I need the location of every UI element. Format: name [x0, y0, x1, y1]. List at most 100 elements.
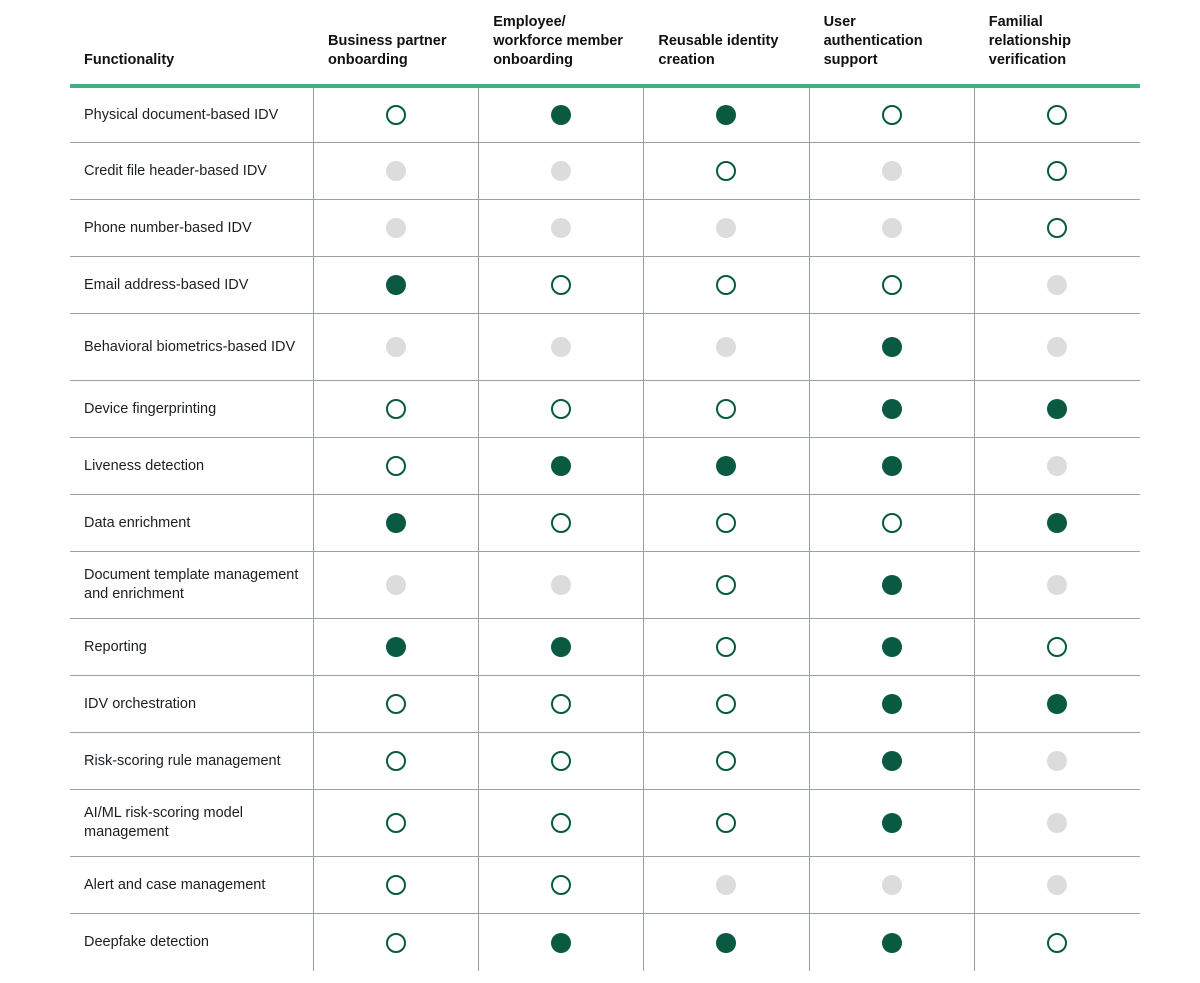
column-header-functionality: Functionality [84, 52, 175, 68]
outline-circle-icon [716, 399, 737, 419]
column-header-business-partner: Business partner onboarding [328, 33, 447, 68]
table-row: Physical document-based IDV [70, 88, 1140, 143]
row-label: Liveness detection [84, 457, 205, 474]
gray-circle-icon [881, 161, 902, 181]
rating-cell [810, 619, 975, 675]
header-row: Functionality Business partner onboardin… [70, 0, 1140, 88]
row-label-cell: Behavioral biometrics-based IDV [70, 314, 314, 380]
rating-cell [314, 733, 480, 789]
rating-cell [810, 676, 975, 732]
gray-circle-icon [881, 218, 902, 238]
table-row: AI/ML risk-scoring model management [70, 790, 1140, 857]
rating-cell [314, 200, 480, 256]
row-label-cell: AI/ML risk-scoring model management [70, 790, 314, 856]
outline-circle-icon [716, 813, 737, 833]
rating-cell [644, 790, 810, 856]
outline-circle-icon [386, 399, 407, 419]
rating-cell [479, 914, 645, 971]
rating-cell [975, 143, 1140, 199]
outline-circle-icon [386, 105, 407, 125]
rating-cell [810, 438, 975, 494]
rating-cell [644, 200, 810, 256]
outline-circle-icon [551, 513, 572, 533]
rating-cell [479, 381, 645, 437]
rating-cell [314, 857, 480, 913]
row-label: Reporting [84, 638, 147, 655]
rating-cell [644, 552, 810, 618]
rating-cell [479, 200, 645, 256]
rating-cell [644, 857, 810, 913]
rating-cell [644, 438, 810, 494]
rating-cell [810, 88, 975, 142]
outline-circle-icon [716, 637, 737, 657]
rating-cell [975, 381, 1140, 437]
rating-cell [975, 857, 1140, 913]
row-label: Document template management and enrichm… [84, 567, 299, 602]
rating-cell [479, 143, 645, 199]
outline-circle-icon [1047, 105, 1068, 125]
rating-cell [810, 381, 975, 437]
filled-circle-icon [881, 637, 902, 657]
outline-circle-icon [386, 932, 407, 953]
rating-cell [479, 733, 645, 789]
rating-cell [644, 381, 810, 437]
table-row: Liveness detection [70, 438, 1140, 495]
rating-cell [810, 200, 975, 256]
rating-cell [644, 619, 810, 675]
row-label: Physical document-based IDV [84, 106, 279, 123]
table-row: Alert and case management [70, 857, 1140, 914]
outline-circle-icon [1047, 161, 1068, 181]
outline-circle-icon [386, 813, 407, 833]
rating-cell [644, 314, 810, 380]
outline-circle-icon [386, 456, 407, 476]
column-header-user-authentication: User authentication support [823, 14, 923, 68]
outline-circle-icon [386, 875, 407, 895]
gray-circle-icon [881, 875, 902, 895]
gray-circle-icon [1047, 575, 1068, 595]
table-row: IDV orchestration [70, 676, 1140, 733]
outline-circle-icon [1047, 218, 1068, 238]
rating-cell [975, 619, 1140, 675]
rating-cell [314, 381, 480, 437]
row-label-cell: Credit file header-based IDV [70, 143, 314, 199]
outline-circle-icon [716, 161, 737, 181]
row-label: Credit file header-based IDV [84, 162, 267, 179]
rating-cell [810, 552, 975, 618]
outline-circle-icon [551, 813, 572, 833]
row-label: Device fingerprinting [84, 400, 217, 417]
filled-circle-icon [881, 932, 902, 953]
gray-circle-icon [716, 218, 737, 238]
table-row: Reporting [70, 619, 1140, 676]
rating-cell [479, 857, 645, 913]
row-label: Alert and case management [84, 876, 266, 893]
rating-cell [314, 143, 480, 199]
row-label: Behavioral biometrics-based IDV [84, 338, 296, 355]
rating-cell [975, 438, 1140, 494]
row-label-cell: Alert and case management [70, 857, 314, 913]
rating-cell [810, 857, 975, 913]
gray-circle-icon [1047, 875, 1068, 895]
rating-cell [314, 257, 480, 313]
row-label-cell: Reporting [70, 619, 314, 675]
rating-cell [314, 495, 480, 551]
rating-cell [810, 914, 975, 971]
rating-cell [975, 88, 1140, 142]
rating-cell [314, 88, 480, 142]
row-label: AI/ML risk-scoring model management [84, 805, 244, 840]
outline-circle-icon [551, 694, 572, 714]
rating-cell [644, 257, 810, 313]
filled-circle-icon [386, 275, 407, 295]
row-label: Risk-scoring rule management [84, 752, 281, 769]
table-row: Risk-scoring rule management [70, 733, 1140, 790]
row-label-cell: Document template management and enrichm… [70, 552, 314, 618]
rating-cell [479, 790, 645, 856]
rating-cell [479, 495, 645, 551]
rating-cell [314, 314, 480, 380]
rating-cell [314, 619, 480, 675]
row-label: Phone number-based IDV [84, 219, 252, 236]
row-label: IDV orchestration [84, 695, 197, 712]
rating-cell [975, 314, 1140, 380]
outline-circle-icon [881, 275, 902, 295]
outline-circle-icon [716, 694, 737, 714]
outline-circle-icon [1047, 932, 1068, 953]
